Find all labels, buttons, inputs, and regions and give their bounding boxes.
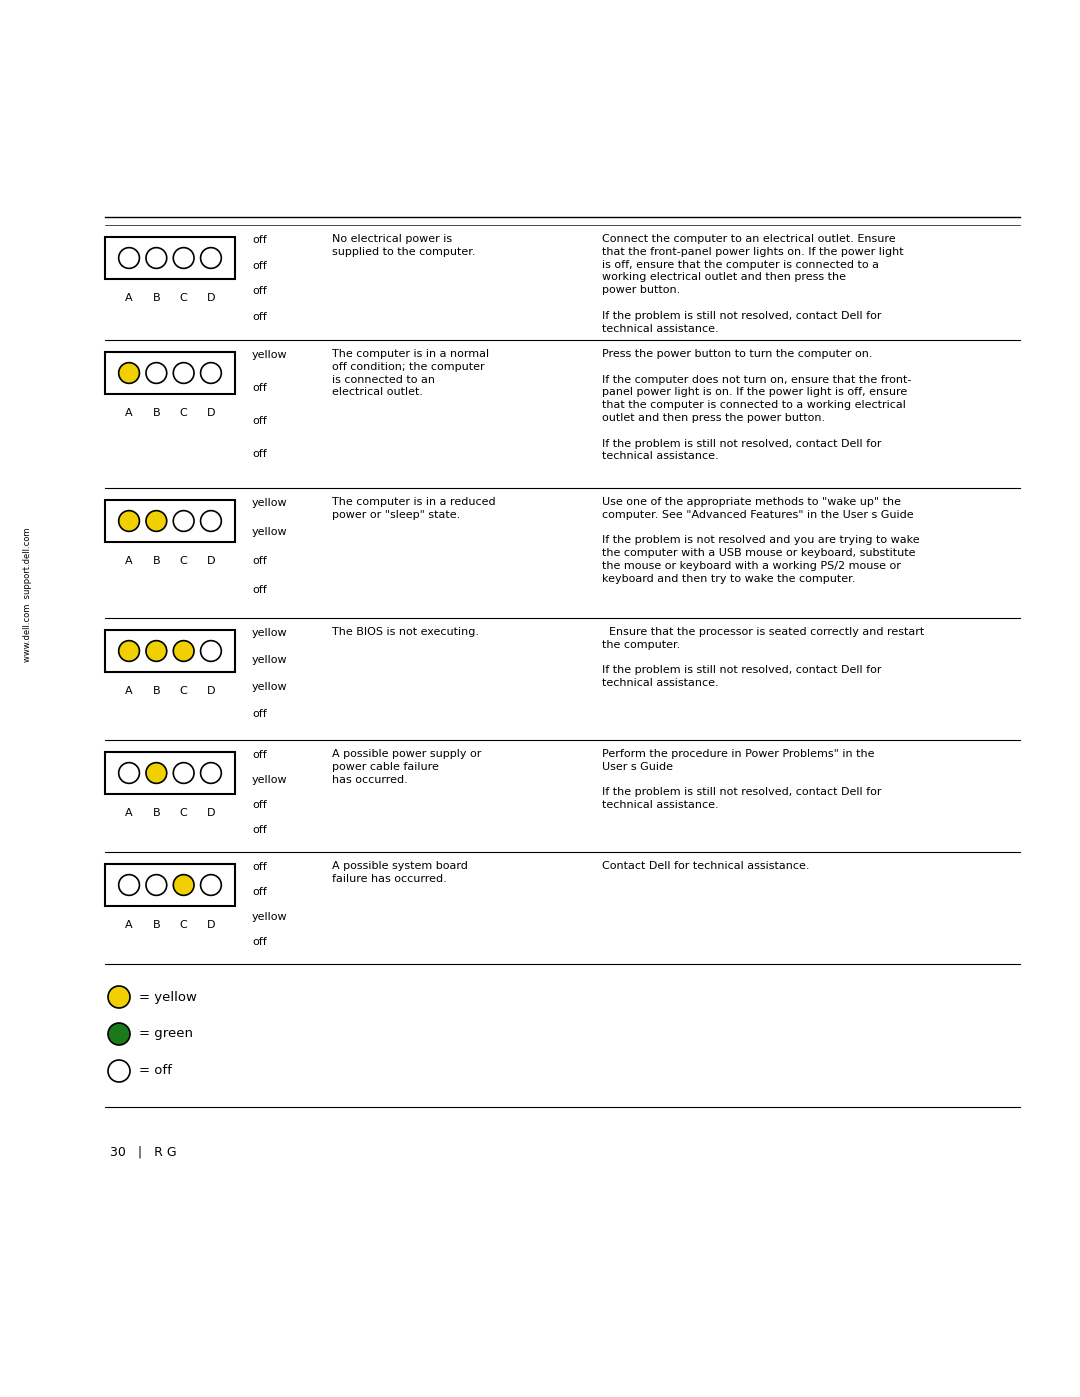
Text: yellow: yellow [252,775,287,785]
Bar [105,863,235,907]
Text: A: A [125,807,133,819]
Circle shape [108,1060,130,1083]
Circle shape [201,875,221,895]
Text: off: off [252,416,267,426]
Bar [105,237,235,279]
Circle shape [146,875,166,895]
Text: Use one of the appropriate methods to "wake up" the
computer. See "Advanced Feat: Use one of the appropriate methods to "w… [602,497,920,584]
Text: The computer is in a normal
off condition; the computer
is connected to an
elect: The computer is in a normal off conditio… [332,349,489,397]
Text: www.dell.com  support.dell.com: www.dell.com support.dell.com [24,527,32,662]
Circle shape [108,1023,130,1045]
Circle shape [201,247,221,268]
Bar [105,500,235,542]
Text: C: C [179,408,188,418]
Circle shape [146,641,166,661]
Text: D: D [206,556,215,566]
Text: A: A [125,408,133,418]
Text: C: C [179,293,188,303]
Text: Connect the computer to an electrical outlet. Ensure
that the front-panel power : Connect the computer to an electrical ou… [602,235,904,334]
Circle shape [201,763,221,784]
Text: B: B [152,686,160,696]
Text: yellow: yellow [252,527,287,536]
Circle shape [173,511,194,531]
Text: B: B [152,293,160,303]
Circle shape [119,875,139,895]
Circle shape [173,875,194,895]
Text: off: off [252,750,267,760]
Text: A possible system board
failure has occurred.: A possible system board failure has occu… [332,861,468,884]
Bar [105,752,235,793]
Text: = green: = green [139,1028,193,1041]
Text: B: B [152,807,160,819]
Text: yellow: yellow [252,655,287,665]
Text: D: D [206,686,215,696]
Text: off: off [252,936,267,947]
Text: yellow: yellow [252,351,287,360]
Bar [105,352,235,394]
Circle shape [201,511,221,531]
Text: A possible power supply or
power cable failure
has occurred.: A possible power supply or power cable f… [332,749,482,785]
Text: off: off [252,261,267,271]
Text: off: off [252,799,267,810]
Circle shape [146,511,166,531]
Bar [105,630,235,672]
Text: The computer is in a reduced
power or "sleep" state.: The computer is in a reduced power or "s… [332,497,496,520]
Circle shape [173,363,194,383]
Circle shape [119,763,139,784]
Text: A: A [125,921,133,930]
Text: Perform the procedure in Power Problems" in the
User s Guide

If the problem is : Perform the procedure in Power Problems"… [602,749,881,810]
Text: yellow: yellow [252,629,287,638]
Text: off: off [252,710,267,719]
Text: B: B [152,408,160,418]
Text: off: off [252,556,267,566]
Text: B: B [152,556,160,566]
Text: D: D [206,408,215,418]
Circle shape [146,363,166,383]
Circle shape [173,763,194,784]
Circle shape [201,641,221,661]
Text: A: A [125,293,133,303]
Text: Ensure that the processor is seated correctly and restart
the computer.

If the : Ensure that the processor is seated corr… [602,627,924,689]
Text: = yellow: = yellow [139,990,197,1003]
Text: off: off [252,448,267,458]
Text: B: B [152,921,160,930]
Circle shape [108,986,130,1009]
Text: off: off [252,286,267,296]
Text: D: D [206,807,215,819]
Text: The BIOS is not executing.: The BIOS is not executing. [332,627,480,637]
Text: off: off [252,312,267,321]
Text: A: A [125,556,133,566]
Text: off: off [252,862,267,872]
Text: C: C [179,921,188,930]
Circle shape [119,641,139,661]
Circle shape [119,511,139,531]
Text: A: A [125,686,133,696]
Text: off: off [252,235,267,244]
Circle shape [173,641,194,661]
Text: C: C [179,686,188,696]
Text: C: C [179,807,188,819]
Text: off: off [252,824,267,834]
Text: off: off [252,383,267,393]
Text: yellow: yellow [252,497,287,509]
Text: D: D [206,293,215,303]
Text: 30   |   R G: 30 | R G [110,1146,177,1158]
Circle shape [173,247,194,268]
Circle shape [146,247,166,268]
Text: Press the power button to turn the computer on.

If the computer does not turn o: Press the power button to turn the compu… [602,349,912,461]
Circle shape [119,247,139,268]
Text: D: D [206,921,215,930]
Text: yellow: yellow [252,682,287,693]
Circle shape [146,763,166,784]
Text: C: C [179,556,188,566]
Text: No electrical power is
supplied to the computer.: No electrical power is supplied to the c… [332,235,475,257]
Circle shape [119,363,139,383]
Text: Contact Dell for technical assistance.: Contact Dell for technical assistance. [602,861,810,870]
Text: off: off [252,887,267,897]
Text: off: off [252,585,267,595]
Text: yellow: yellow [252,912,287,922]
Circle shape [201,363,221,383]
Text: = off: = off [139,1065,172,1077]
